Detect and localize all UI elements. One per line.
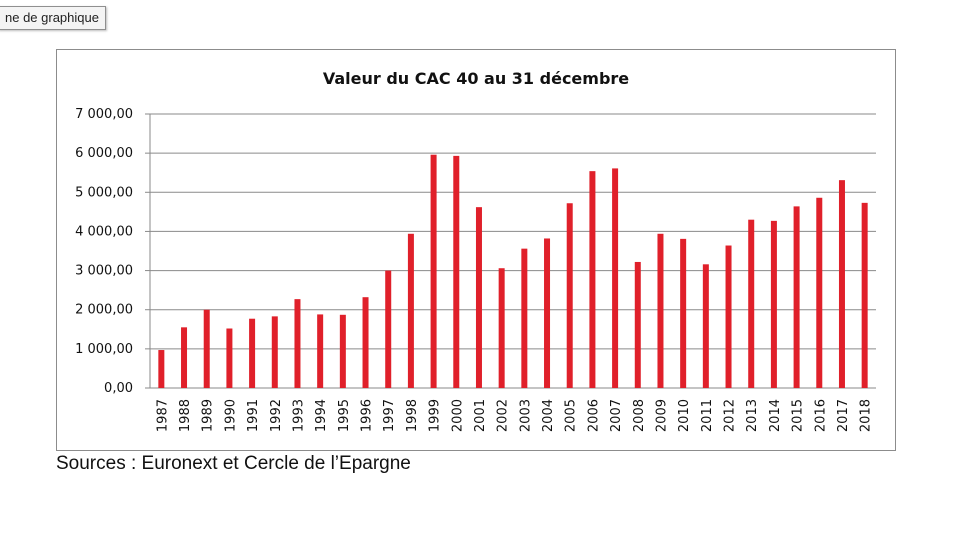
- y-tick-label: 6 000,00: [75, 146, 133, 161]
- bar-chart: Valeur du CAC 40 au 31 décembre 0,00 1 00…: [75, 69, 876, 432]
- x-tick-label: 1993: [291, 399, 306, 432]
- y-axis-ticks: 0,00 1 000,00 2 000,00 3 000,00 4 000,00 5 00…: [75, 107, 151, 396]
- bar: [430, 154, 437, 388]
- x-tick-label: 1991: [246, 399, 261, 432]
- bar: [385, 270, 392, 388]
- x-tick-label: 2017: [836, 399, 851, 432]
- x-tick-label: 1999: [428, 399, 443, 432]
- bar: [521, 248, 528, 388]
- x-tick-label: 2018: [859, 399, 874, 432]
- bar: [362, 297, 369, 388]
- bar: [861, 202, 868, 388]
- x-tick-label: 1988: [178, 399, 193, 432]
- bar: [158, 350, 165, 388]
- x-axis-ticks: 1987 1988 1989 1990 1991 1992 1993 1994 1995 1996…: [155, 399, 873, 432]
- bar: [249, 318, 256, 388]
- bar: [770, 220, 777, 388]
- bar: [544, 238, 551, 388]
- x-tick-label: 2006: [586, 399, 601, 432]
- x-tick-label: 2002: [496, 399, 511, 432]
- bar: [271, 316, 278, 388]
- x-tick-label: 2003: [518, 399, 533, 432]
- chart-zone-tag[interactable]: ne de graphique: [0, 6, 106, 30]
- bar: [589, 171, 596, 388]
- x-tick-label: 2015: [791, 399, 806, 432]
- x-tick-label: 1997: [382, 399, 397, 432]
- x-tick-label: 2000: [450, 399, 465, 432]
- bar: [657, 233, 664, 388]
- x-tick-label: 2010: [677, 399, 692, 432]
- y-tick-label: 5 000,00: [75, 185, 133, 200]
- bar: [612, 168, 619, 388]
- bar: [453, 155, 460, 388]
- y-tick-label: 3 000,00: [75, 264, 133, 279]
- gridlines: [150, 113, 876, 389]
- x-tick-label: 2008: [632, 399, 647, 432]
- bar: [748, 219, 755, 388]
- x-tick-label: 1996: [360, 399, 375, 432]
- bar: [181, 327, 188, 388]
- bar: [203, 309, 210, 388]
- x-tick-label: 2014: [768, 399, 783, 432]
- source-note: Sources : Euronext et Cercle de l’Epargn…: [56, 453, 411, 474]
- bar: [498, 268, 505, 388]
- y-tick-label: 7 000,00: [75, 107, 133, 122]
- y-tick-label: 0,00: [104, 381, 133, 396]
- bar: [475, 207, 482, 388]
- bar: [680, 238, 687, 388]
- x-tick-label: 2001: [473, 399, 488, 432]
- x-tick-label: 1995: [337, 399, 352, 432]
- y-tick-label: 4 000,00: [75, 224, 133, 239]
- bar: [725, 245, 732, 388]
- x-tick-label: 2012: [723, 399, 738, 432]
- x-tick-label: 2007: [609, 399, 624, 432]
- chart-title: Valeur du CAC 40 au 31 décembre: [323, 69, 629, 88]
- x-tick-label: 2004: [541, 399, 556, 432]
- bar: [816, 197, 823, 388]
- bar: [793, 206, 800, 388]
- x-tick-label: 1994: [314, 399, 329, 432]
- x-tick-label: 2005: [564, 399, 579, 432]
- x-tick-label: 1987: [155, 399, 170, 432]
- x-tick-label: 2011: [700, 399, 715, 432]
- bar: [317, 314, 324, 388]
- bar: [702, 264, 709, 388]
- bar: [339, 314, 346, 388]
- bars: [158, 154, 868, 388]
- y-tick-label: 2 000,00: [75, 303, 133, 318]
- chart-area: Valeur du CAC 40 au 31 décembre 0,00 1 00…: [56, 49, 896, 451]
- x-tick-label: 2013: [745, 399, 760, 432]
- y-tick-label: 1 000,00: [75, 342, 133, 357]
- bar: [838, 180, 845, 388]
- x-tick-label: 1990: [223, 399, 238, 432]
- bar: [634, 261, 641, 388]
- x-tick-label: 2009: [654, 399, 669, 432]
- bar: [407, 233, 414, 388]
- x-tick-label: 1998: [405, 399, 420, 432]
- x-tick-label: 1989: [201, 399, 216, 432]
- bar: [226, 328, 233, 388]
- bar: [566, 203, 573, 388]
- x-tick-label: 2016: [813, 399, 828, 432]
- bar: [294, 299, 301, 388]
- x-tick-label: 1992: [269, 399, 284, 432]
